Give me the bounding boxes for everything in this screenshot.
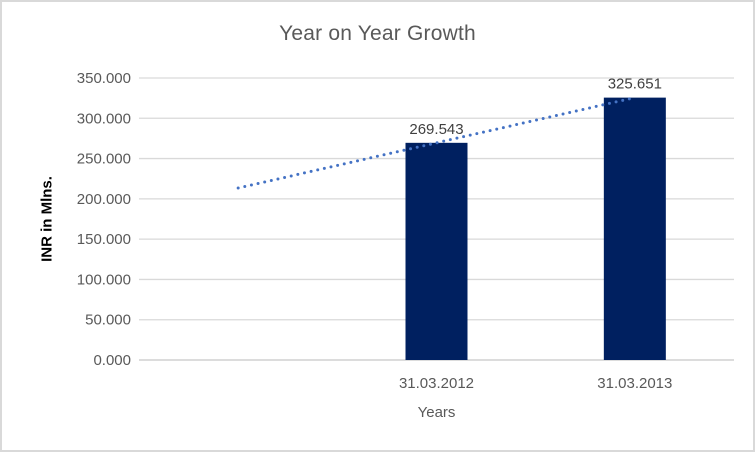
x-tick-label: 31.03.2013 <box>597 375 672 392</box>
y-tick-label: 300.000 <box>77 110 131 127</box>
y-tick-label: 50.000 <box>85 312 131 329</box>
y-tick-label: 100.000 <box>77 271 131 288</box>
x-axis-title: Years <box>417 404 456 421</box>
chart-title: Year on Year Growth <box>279 22 476 45</box>
bar[interactable] <box>603 97 666 360</box>
y-tick-label: 0.000 <box>93 352 131 369</box>
y-tick-label: 150.000 <box>77 231 131 248</box>
y-tick-label: 350.000 <box>77 70 131 87</box>
y-tick-label: 200.000 <box>77 191 131 208</box>
x-tick-label: 31.03.2012 <box>399 375 474 392</box>
bar[interactable] <box>405 142 468 360</box>
bar-data-label: 269.543 <box>409 121 463 138</box>
y-tick-label: 250.000 <box>77 151 131 168</box>
trendline[interactable] <box>236 96 637 190</box>
bar-data-label: 325.651 <box>608 76 662 93</box>
